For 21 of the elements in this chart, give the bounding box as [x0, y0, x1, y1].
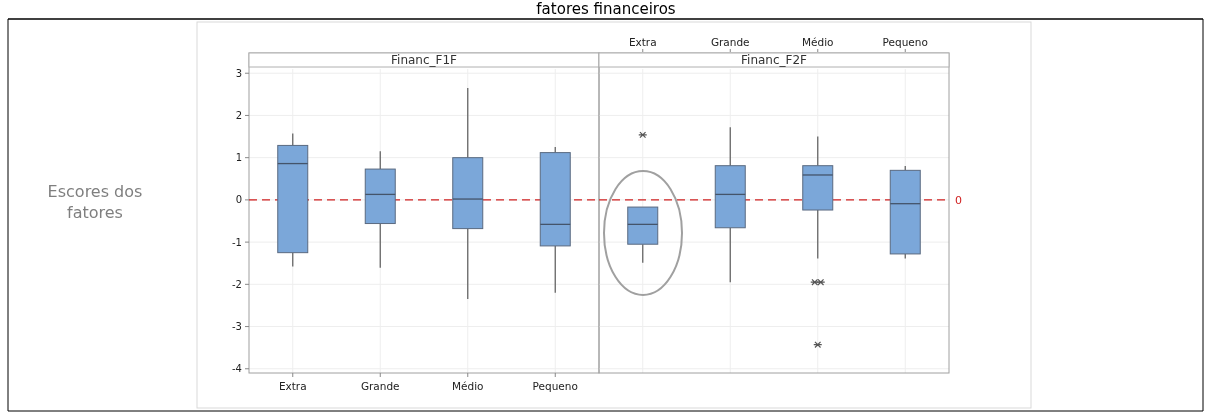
y-tick-label: -1 [232, 236, 242, 248]
y-tick-label: -2 [232, 278, 242, 290]
x-tick-label: Extra [628, 36, 657, 48]
y-tick-label: 1 [235, 152, 242, 164]
x-tick-label: Grande [710, 36, 750, 48]
chart-title: Financ_F1F [391, 53, 458, 67]
text: fatores financeiros [536, 0, 676, 18]
x-tick-label: Médio [801, 36, 834, 48]
chart-title: Financ_F2F [741, 53, 808, 67]
x-tick-label: Extra [278, 380, 307, 392]
x-tick-label: Médio [451, 380, 484, 392]
y-tick-label: 2 [235, 109, 242, 121]
x-tick-label: Pequeno [882, 36, 928, 48]
y-tick-label: -3 [232, 321, 242, 333]
x-tick-label: Pequeno [532, 380, 578, 392]
y-tick-label: 0 [235, 194, 242, 206]
x-tick-label: Grande [360, 380, 400, 392]
y-tick-label: 3 [235, 67, 242, 79]
y-axis-title: Escores dos fatores [47, 181, 143, 222]
ref-line-label: 0 [955, 193, 962, 207]
y-tick-label: -4 [232, 363, 242, 375]
